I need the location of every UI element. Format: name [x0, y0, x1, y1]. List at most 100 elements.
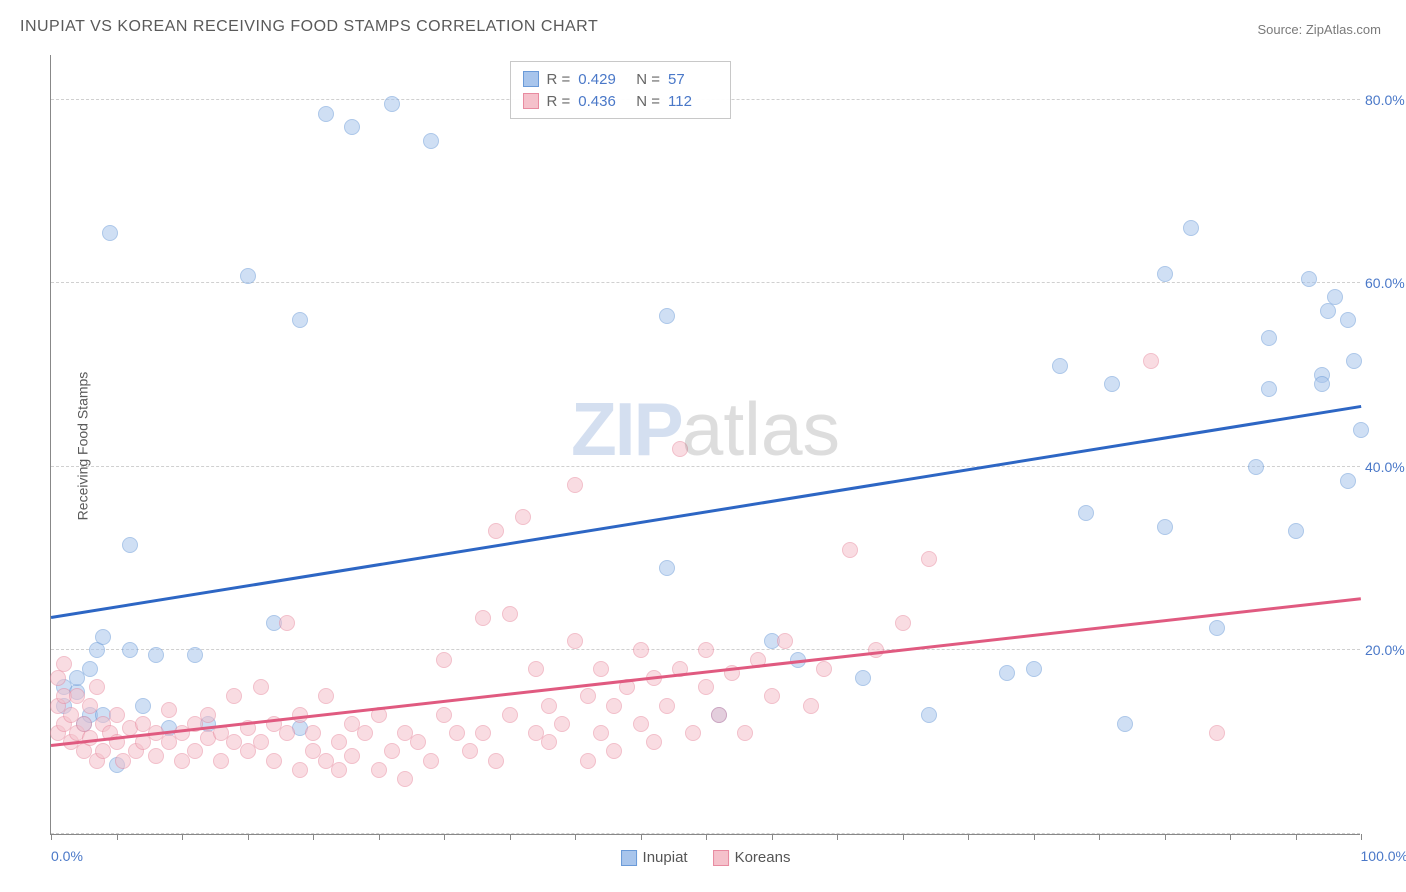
- data-point: [633, 642, 649, 658]
- data-point: [50, 670, 66, 686]
- data-point: [279, 615, 295, 631]
- legend-n-value: 57: [668, 71, 718, 88]
- data-point: [502, 707, 518, 723]
- data-point: [344, 119, 360, 135]
- y-tick-label: 80.0%: [1365, 92, 1406, 108]
- data-point: [384, 743, 400, 759]
- data-point: [606, 698, 622, 714]
- data-point: [1314, 376, 1330, 392]
- watermark: ZIPatlas: [571, 386, 840, 472]
- legend-item: Koreans: [713, 849, 791, 866]
- data-point: [999, 665, 1015, 681]
- legend-n-label: N =: [636, 71, 660, 88]
- data-point: [1353, 422, 1369, 438]
- x-tick: [444, 834, 445, 840]
- gridline: [51, 466, 1360, 467]
- x-tick: [968, 834, 969, 840]
- data-point: [148, 748, 164, 764]
- data-point: [1209, 620, 1225, 636]
- legend-r-label: R =: [547, 93, 571, 110]
- correlation-legend: R =0.429N =57R =0.436N =112: [510, 61, 732, 119]
- data-point: [1261, 330, 1277, 346]
- data-point: [711, 707, 727, 723]
- data-point: [331, 762, 347, 778]
- x-tick: [575, 834, 576, 840]
- data-point: [1301, 271, 1317, 287]
- data-point: [528, 661, 544, 677]
- y-tick-label: 60.0%: [1365, 275, 1406, 291]
- data-point: [554, 716, 570, 732]
- legend-r-value: 0.436: [578, 93, 628, 110]
- data-point: [475, 725, 491, 741]
- data-point: [187, 647, 203, 663]
- data-point: [292, 762, 308, 778]
- data-point: [541, 734, 557, 750]
- data-point: [331, 734, 347, 750]
- data-point: [148, 647, 164, 663]
- data-point: [357, 725, 373, 741]
- data-point: [1157, 519, 1173, 535]
- data-point: [803, 698, 819, 714]
- data-point: [1320, 303, 1336, 319]
- legend-r-label: R =: [547, 71, 571, 88]
- x-tick: [117, 834, 118, 840]
- data-point: [1340, 312, 1356, 328]
- legend-n-label: N =: [636, 93, 660, 110]
- data-point: [502, 606, 518, 622]
- data-point: [1143, 353, 1159, 369]
- data-point: [253, 679, 269, 695]
- series-legend: Inupiat Koreans: [621, 849, 791, 866]
- data-point: [1327, 289, 1343, 305]
- x-tick: [1230, 834, 1231, 840]
- data-point: [1248, 459, 1264, 475]
- data-point: [1078, 505, 1094, 521]
- data-point: [1104, 376, 1120, 392]
- x-tick: [837, 834, 838, 840]
- data-point: [593, 661, 609, 677]
- data-point: [606, 743, 622, 759]
- data-point: [397, 771, 413, 787]
- data-point: [423, 133, 439, 149]
- data-point: [161, 702, 177, 718]
- x-max-label: 100.0%: [1361, 848, 1406, 864]
- source-link[interactable]: ZipAtlas.com: [1306, 22, 1381, 37]
- legend-label: Inupiat: [643, 849, 688, 866]
- data-point: [593, 725, 609, 741]
- x-tick: [510, 834, 511, 840]
- data-point: [698, 679, 714, 695]
- data-point: [580, 688, 596, 704]
- x-tick: [379, 834, 380, 840]
- legend-swatch: [523, 71, 539, 87]
- data-point: [436, 652, 452, 668]
- data-point: [122, 537, 138, 553]
- legend-swatch: [713, 850, 729, 866]
- data-point: [1117, 716, 1133, 732]
- legend-swatch: [523, 93, 539, 109]
- data-point: [1052, 358, 1068, 374]
- data-point: [95, 629, 111, 645]
- data-point: [82, 661, 98, 677]
- data-point: [410, 734, 426, 750]
- data-point: [921, 551, 937, 567]
- y-tick-label: 20.0%: [1365, 642, 1406, 658]
- data-point: [672, 441, 688, 457]
- data-point: [777, 633, 793, 649]
- data-point: [89, 679, 105, 695]
- data-point: [436, 707, 452, 723]
- data-point: [633, 716, 649, 732]
- data-point: [1026, 661, 1042, 677]
- data-point: [515, 509, 531, 525]
- data-point: [344, 748, 360, 764]
- data-point: [226, 688, 242, 704]
- x-tick: [1296, 834, 1297, 840]
- data-point: [816, 661, 832, 677]
- legend-item: Inupiat: [621, 849, 688, 866]
- data-point: [187, 743, 203, 759]
- data-point: [423, 753, 439, 769]
- x-tick: [1099, 834, 1100, 840]
- x-tick: [248, 834, 249, 840]
- x-tick: [706, 834, 707, 840]
- x-tick: [1034, 834, 1035, 840]
- data-point: [1340, 473, 1356, 489]
- data-point: [1209, 725, 1225, 741]
